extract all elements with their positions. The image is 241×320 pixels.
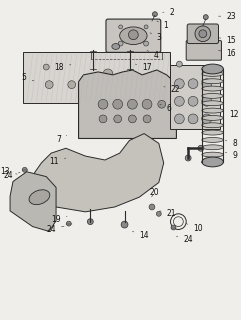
Ellipse shape <box>112 44 120 49</box>
Ellipse shape <box>202 79 223 84</box>
Circle shape <box>174 114 184 124</box>
Text: 1: 1 <box>157 21 168 30</box>
Circle shape <box>113 99 123 109</box>
Ellipse shape <box>202 116 223 120</box>
Circle shape <box>174 96 184 106</box>
Ellipse shape <box>202 145 223 150</box>
FancyBboxPatch shape <box>170 65 221 129</box>
FancyBboxPatch shape <box>106 19 161 52</box>
Text: 15: 15 <box>219 36 236 45</box>
Text: 8: 8 <box>225 139 237 148</box>
Circle shape <box>171 225 176 230</box>
Circle shape <box>66 221 71 226</box>
Ellipse shape <box>202 152 223 157</box>
Circle shape <box>144 41 148 46</box>
Ellipse shape <box>202 71 223 76</box>
Ellipse shape <box>202 157 223 167</box>
Text: 12: 12 <box>222 109 239 118</box>
Circle shape <box>99 115 107 123</box>
Circle shape <box>188 114 198 124</box>
Ellipse shape <box>202 101 223 106</box>
Text: 19: 19 <box>51 215 67 224</box>
Text: 24: 24 <box>3 171 20 180</box>
Text: 9: 9 <box>225 151 237 160</box>
Circle shape <box>45 81 53 89</box>
Ellipse shape <box>202 123 223 128</box>
Polygon shape <box>34 133 164 212</box>
Circle shape <box>156 212 161 216</box>
FancyBboxPatch shape <box>186 41 221 60</box>
Polygon shape <box>79 70 176 139</box>
Circle shape <box>142 99 152 109</box>
Circle shape <box>128 115 136 123</box>
Text: 11: 11 <box>49 157 66 166</box>
Circle shape <box>91 81 99 89</box>
Circle shape <box>158 100 166 108</box>
Ellipse shape <box>120 27 147 44</box>
Text: 14: 14 <box>132 231 149 240</box>
Circle shape <box>202 96 212 106</box>
Text: 10: 10 <box>186 224 203 233</box>
Text: 3: 3 <box>150 33 162 42</box>
Text: 17: 17 <box>135 62 152 72</box>
Circle shape <box>98 99 108 109</box>
Polygon shape <box>10 172 56 231</box>
Text: 24: 24 <box>47 225 64 234</box>
Text: 18: 18 <box>54 62 71 72</box>
Circle shape <box>121 221 128 228</box>
Text: 13: 13 <box>0 167 17 176</box>
FancyBboxPatch shape <box>187 24 219 44</box>
Circle shape <box>119 25 123 29</box>
Circle shape <box>103 69 113 79</box>
Circle shape <box>144 25 148 29</box>
Circle shape <box>202 114 212 124</box>
Text: 7: 7 <box>56 135 67 144</box>
Ellipse shape <box>29 190 50 204</box>
Circle shape <box>174 79 184 89</box>
Circle shape <box>176 61 182 67</box>
Circle shape <box>203 15 208 20</box>
Text: 23: 23 <box>219 12 236 21</box>
Circle shape <box>195 26 211 42</box>
Text: 2: 2 <box>163 8 174 17</box>
Circle shape <box>188 79 198 89</box>
Ellipse shape <box>202 130 223 135</box>
Ellipse shape <box>202 64 223 74</box>
Text: 4: 4 <box>147 51 159 60</box>
Text: 22: 22 <box>164 85 180 94</box>
Text: 16: 16 <box>219 49 236 58</box>
Circle shape <box>127 99 137 109</box>
Text: 6: 6 <box>160 104 172 113</box>
Circle shape <box>68 81 76 89</box>
Ellipse shape <box>202 108 223 113</box>
Circle shape <box>153 12 157 17</box>
Circle shape <box>118 41 123 46</box>
Circle shape <box>128 30 138 40</box>
FancyBboxPatch shape <box>23 52 170 103</box>
Ellipse shape <box>202 138 223 142</box>
Circle shape <box>22 167 27 172</box>
Text: 20: 20 <box>150 188 160 197</box>
Text: 5: 5 <box>22 73 34 82</box>
Text: 21: 21 <box>160 209 176 218</box>
Circle shape <box>114 115 122 123</box>
Ellipse shape <box>202 93 223 98</box>
Circle shape <box>143 115 151 123</box>
Circle shape <box>43 64 49 70</box>
Text: 24: 24 <box>176 235 193 244</box>
Circle shape <box>199 30 207 38</box>
Circle shape <box>188 96 198 106</box>
Circle shape <box>87 219 93 225</box>
Ellipse shape <box>202 159 223 164</box>
Circle shape <box>202 79 212 89</box>
Circle shape <box>125 79 130 85</box>
Circle shape <box>149 204 155 210</box>
Circle shape <box>185 155 191 161</box>
Ellipse shape <box>202 86 223 91</box>
Circle shape <box>198 145 204 151</box>
